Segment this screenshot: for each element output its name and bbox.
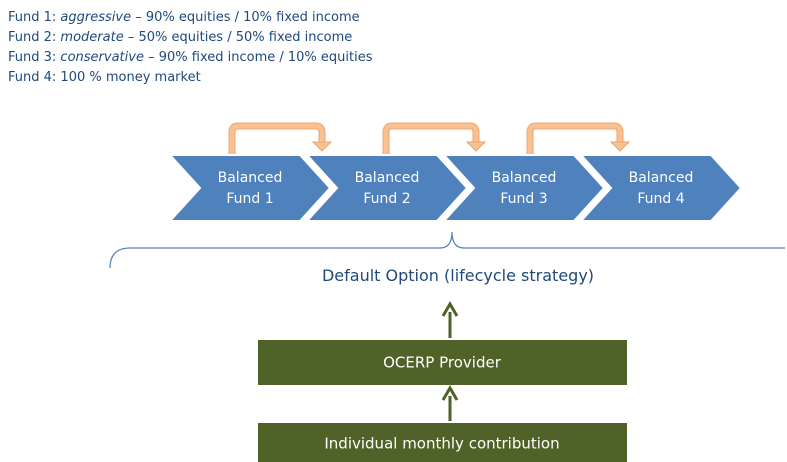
curved-arrow <box>228 122 326 155</box>
fund-label: Fund 4: <box>8 70 56 85</box>
chevron <box>578 154 743 222</box>
contribution-label: Individual monthly contribution <box>324 435 559 453</box>
curved-arrow <box>383 123 479 155</box>
chevron-label: Balanced <box>492 170 557 186</box>
legend-line: Fund 1: aggressive – 90% equities / 10% … <box>8 10 360 25</box>
legend: Fund 1: aggressive – 90% equities / 10% … <box>8 10 373 85</box>
provider-box <box>258 340 627 385</box>
chevron-label: Balanced <box>218 170 283 186</box>
arrow-head <box>465 141 487 152</box>
arrow-head <box>441 385 459 401</box>
fund-label: Fund 1: <box>8 10 56 25</box>
curved-arrow <box>526 122 624 155</box>
chevron <box>304 154 469 222</box>
chevron <box>167 154 332 222</box>
legend-line: Fund 2: moderate – 50% equities / 50% fi… <box>8 30 352 45</box>
arrow-head <box>311 141 333 152</box>
arrow-head <box>441 301 459 317</box>
legend-line: Fund 3: conservative – 90% fixed income … <box>8 50 373 65</box>
chevron-label: Fund 2 <box>363 191 410 207</box>
curved-arrow <box>527 123 623 155</box>
arrow-head <box>609 141 631 152</box>
chevron-label: Fund 3 <box>500 191 547 207</box>
transfer-arrows <box>228 122 631 155</box>
fund-detail: – 50% equities / 50% fixed income <box>128 30 352 45</box>
chevrons: Balanced Fund 1 Balanced Fund 2 Balanced Fund… <box>167 154 743 222</box>
chevron-label: Fund 4 <box>637 191 684 207</box>
fund-label: Fund 2: <box>8 30 56 45</box>
brace <box>109 231 785 269</box>
fund-detail: – 90% fixed income / 10% equities <box>148 50 373 65</box>
fund-detail: – 90% equities / 10% fixed income <box>135 10 359 25</box>
legend-line: Fund 4: 100 % money market <box>8 70 201 85</box>
fund-detail: 100 % money market <box>60 70 200 85</box>
chevron <box>441 154 606 222</box>
chevron-label: Balanced <box>355 170 420 186</box>
chevron-label: Balanced <box>629 170 694 186</box>
fund-label: Fund 3: <box>8 50 56 65</box>
curved-arrow <box>229 123 325 155</box>
curved-arrow <box>382 122 480 155</box>
chevron-label: Fund 1 <box>226 191 273 207</box>
fund-style: moderate <box>60 30 123 45</box>
contribution-box <box>258 423 627 462</box>
fund-style: aggressive <box>60 10 131 25</box>
default-option: Default Option (lifecycle strategy) <box>322 266 594 285</box>
fund-style: conservative <box>60 50 144 65</box>
provider-label: OCERP Provider <box>383 354 502 372</box>
